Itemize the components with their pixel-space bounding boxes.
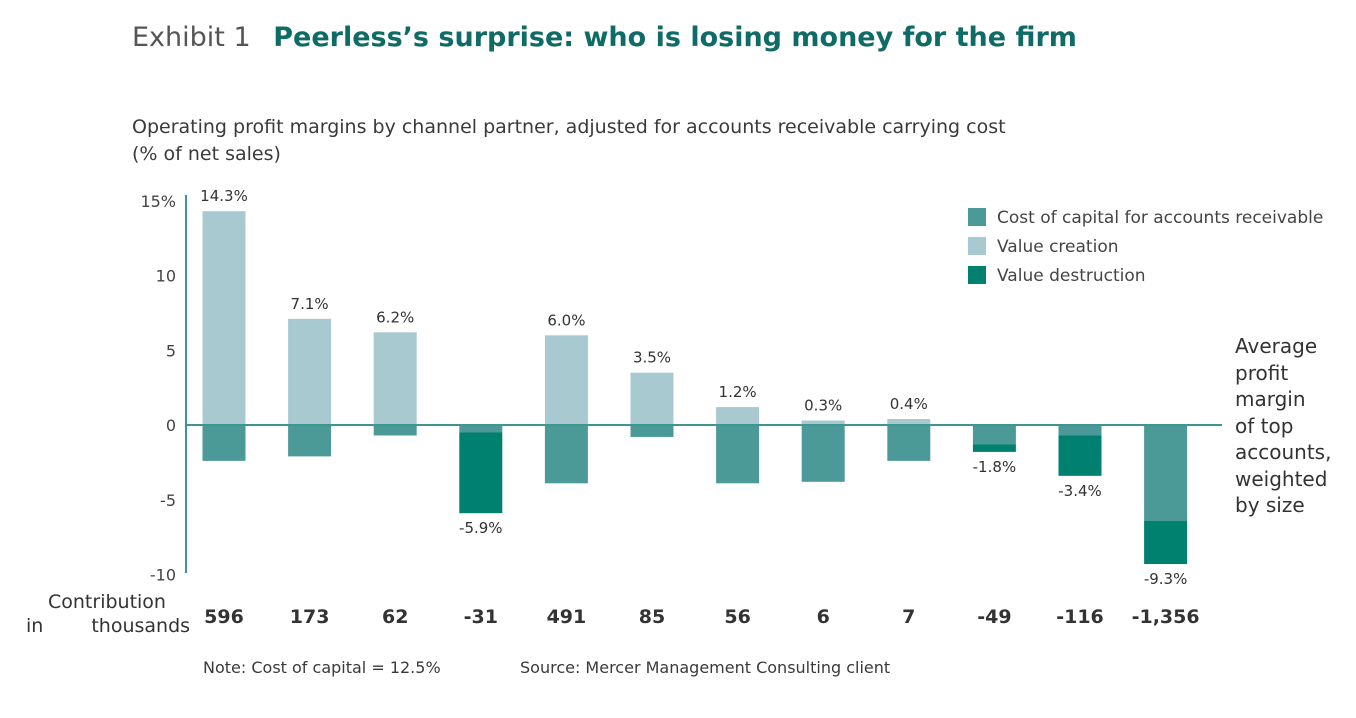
- bar-cost-of-capital: [716, 425, 760, 484]
- contribution-value: -49: [977, 606, 1011, 628]
- contribution-value: 56: [724, 606, 750, 628]
- average-margin-label: Average profit margin of top accounts, w…: [1235, 334, 1332, 517]
- contribution-label-thousands: thousands: [91, 615, 191, 637]
- contribution-axis-label: Contribution in thousands: [26, 590, 190, 638]
- data-labels: 14.3% 7.1% 6.2% -5.9% 6.0% 3.5% 1.2% 0.3% 0.4% -1…: [200, 187, 1187, 588]
- y-tick-label: 10: [156, 267, 176, 286]
- bar-cost-of-capital: [887, 425, 931, 461]
- legend-label-value-creation: Value creation: [997, 237, 1119, 257]
- bar-cost-of-capital: [544, 425, 588, 484]
- y-tick-label: 0: [166, 416, 176, 435]
- bar-cost-of-capital: [202, 425, 246, 461]
- bar-value-destruction: [1058, 435, 1102, 476]
- bar-cost-of-capital: [972, 425, 1016, 445]
- y-tick-label: -10: [150, 566, 176, 585]
- margin-label: 14.3%: [200, 187, 248, 205]
- margin-label: 6.2%: [376, 308, 414, 326]
- bar-cost-of-capital: [1058, 425, 1102, 436]
- bar-cost-of-capital: [630, 425, 674, 437]
- chart-subtitle: Operating profit margins by channel part…: [132, 114, 1006, 168]
- margin-label: 7.1%: [291, 295, 329, 313]
- contribution-label-in: in: [26, 615, 44, 637]
- margin-label: 0.3%: [804, 397, 842, 415]
- y-tick-label: 15%: [140, 192, 176, 211]
- legend-label-value-destruction: Value destruction: [997, 266, 1146, 286]
- exhibit-label: Exhibit 1: [132, 22, 251, 53]
- bar-cost-of-capital: [459, 425, 503, 433]
- bars: [202, 211, 1188, 565]
- margin-label: 3.5%: [633, 349, 671, 367]
- bar-cost-of-capital: [288, 425, 332, 457]
- bar-value-creation: [887, 419, 931, 425]
- contribution-value: 85: [639, 606, 665, 628]
- source-note: Source: Mercer Management Consulting cli…: [520, 658, 891, 677]
- margin-label: -5.9%: [459, 519, 503, 537]
- legend-label-cost-of-capital: Cost of capital for accounts receivable: [997, 208, 1323, 228]
- bar-value-creation: [544, 335, 588, 425]
- bar-value-creation: [202, 211, 246, 425]
- exhibit-title: Exhibit 1 Peerless’s surprise: who is lo…: [132, 22, 1077, 53]
- subtitle-line-1: Operating profit margins by channel part…: [132, 116, 1006, 138]
- bar-value-creation: [630, 372, 674, 425]
- contribution-value: 173: [290, 606, 330, 628]
- contribution-value: -1,356: [1132, 606, 1200, 628]
- bar-value-destruction: [1144, 520, 1188, 565]
- bar-value-creation: [288, 318, 332, 425]
- contribution-value: 62: [382, 606, 408, 628]
- contribution-label-line1: Contribution: [48, 591, 166, 613]
- legend-swatch-value-destruction: [968, 266, 986, 284]
- subtitle-line-2: (% of net sales): [132, 143, 281, 165]
- margin-label: -1.8%: [973, 458, 1017, 476]
- legend-swatch-value-creation: [968, 237, 986, 255]
- contribution-value: -116: [1056, 606, 1104, 628]
- contribution-value: -31: [464, 606, 498, 628]
- margin-label: 1.2%: [719, 383, 757, 401]
- chart-title: Peerless’s surprise: who is losing money…: [273, 22, 1077, 53]
- footnote: Note: Cost of capital = 12.5%: [203, 658, 441, 677]
- margin-label: 0.4%: [890, 395, 928, 413]
- bar-value-creation: [373, 332, 417, 425]
- margin-label: -9.3%: [1144, 570, 1188, 588]
- contribution-value: 6: [817, 606, 830, 628]
- bar-cost-of-capital: [1144, 425, 1188, 521]
- margin-label: 6.0%: [547, 311, 585, 329]
- bar-value-destruction: [972, 444, 1016, 452]
- bar-value-destruction: [459, 432, 503, 514]
- legend-swatch-cost-of-capital: [968, 208, 986, 226]
- bar-value-creation: [716, 407, 760, 425]
- bar-value-creation: [801, 420, 845, 425]
- contribution-value: 596: [204, 606, 244, 628]
- contribution-value: 7: [902, 606, 915, 628]
- y-axis: 15% 10 5 0 -5 -10: [140, 192, 1222, 585]
- legend: Cost of capital for accounts receivable V…: [968, 208, 1323, 286]
- bar-cost-of-capital: [373, 425, 417, 436]
- margin-label: -3.4%: [1058, 482, 1102, 500]
- bar-cost-of-capital: [801, 425, 845, 482]
- contribution-values: 596 173 62 -31 491 85 56 6 7 -49 -116 -1,356: [204, 606, 1199, 628]
- contribution-value: 491: [547, 606, 587, 628]
- y-tick-label: 5: [166, 341, 176, 360]
- y-tick-label: -5: [160, 491, 176, 510]
